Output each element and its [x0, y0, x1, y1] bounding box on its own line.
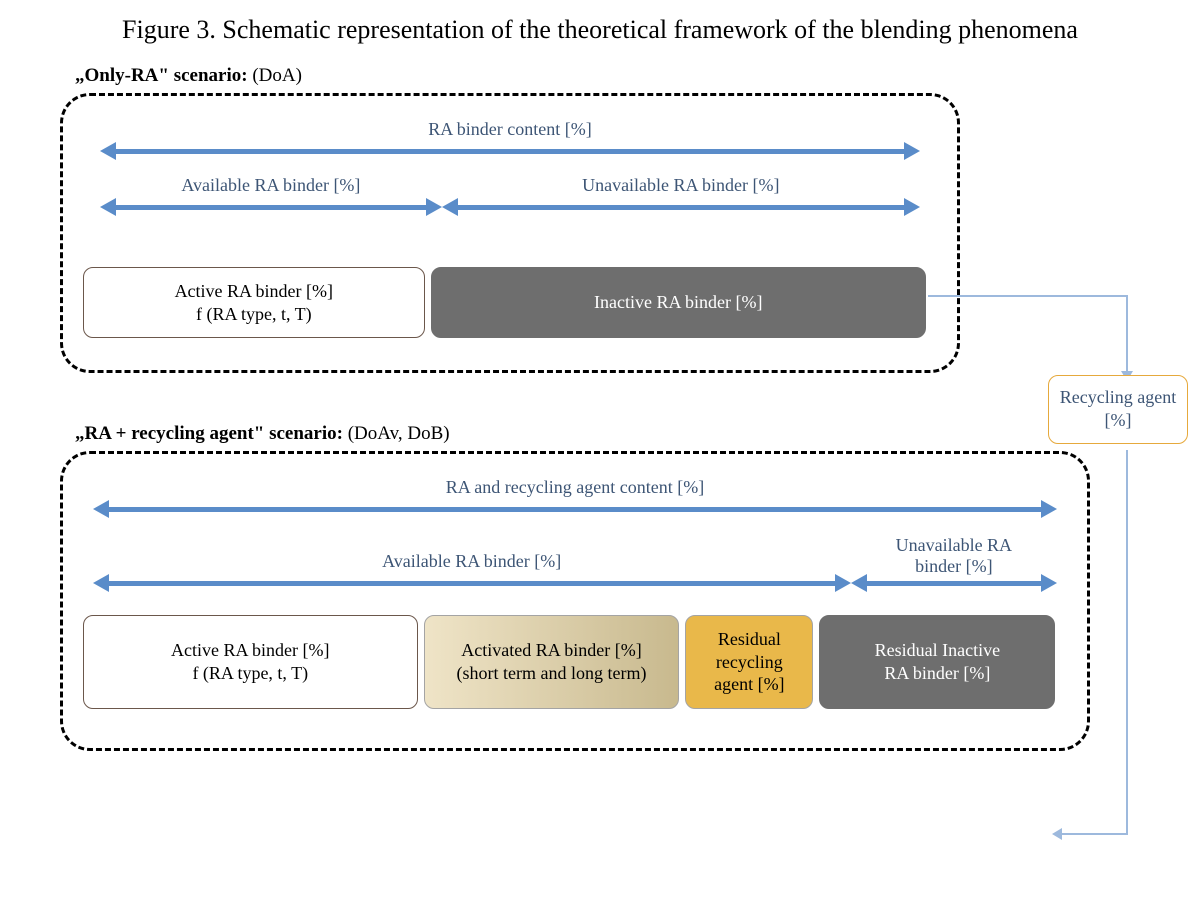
- ra-agent-content-label: RA and recycling agent content [%]: [446, 477, 704, 498]
- segment-box: Inactive RA binder [%]: [431, 267, 926, 338]
- ra-binder-content-label: RA binder content [%]: [428, 119, 591, 140]
- connector-line: [1126, 450, 1128, 835]
- connector-line: [928, 295, 1128, 297]
- recycling-agent-box: Recycling agent[%]: [1048, 375, 1188, 444]
- segment-box: Active RA binder [%]f (RA type, t, T): [83, 267, 425, 338]
- segment-box: Residualrecyclingagent [%]: [685, 615, 813, 709]
- scenario1-panel: RA binder content [%]Available RA binder…: [60, 93, 960, 373]
- scenario1-label-norm: (DoA): [248, 65, 302, 86]
- connector-arrowhead: [1052, 828, 1062, 840]
- segment-box: Residual InactiveRA binder [%]: [819, 615, 1055, 709]
- figure-title: Figure 3. Schematic representation of th…: [30, 15, 1170, 45]
- scenario2-label: „RA + recycling agent" scenario: (DoAv, …: [75, 423, 1170, 445]
- scenario2-label-bold: „RA + recycling agent" scenario:: [75, 423, 343, 444]
- segment-box: Active RA binder [%]f (RA type, t, T): [83, 615, 418, 709]
- scenario2-panel: RA and recycling agent content [%]Availa…: [60, 451, 1090, 751]
- scenario1-label: „Only-RA" scenario: (DoA): [75, 65, 1170, 87]
- scenario1-box-row: Active RA binder [%]f (RA type, t, T)Ina…: [83, 267, 937, 338]
- segment-box: Activated RA binder [%](short term and l…: [424, 615, 680, 709]
- scenario2-label-norm: (DoAv, DoB): [343, 423, 450, 444]
- scenario2-box-row: Active RA binder [%]f (RA type, t, T)Act…: [83, 615, 1067, 709]
- connector-line: [1126, 295, 1128, 373]
- connector-line: [1060, 833, 1128, 835]
- scenario1-label-bold: „Only-RA" scenario:: [75, 65, 248, 86]
